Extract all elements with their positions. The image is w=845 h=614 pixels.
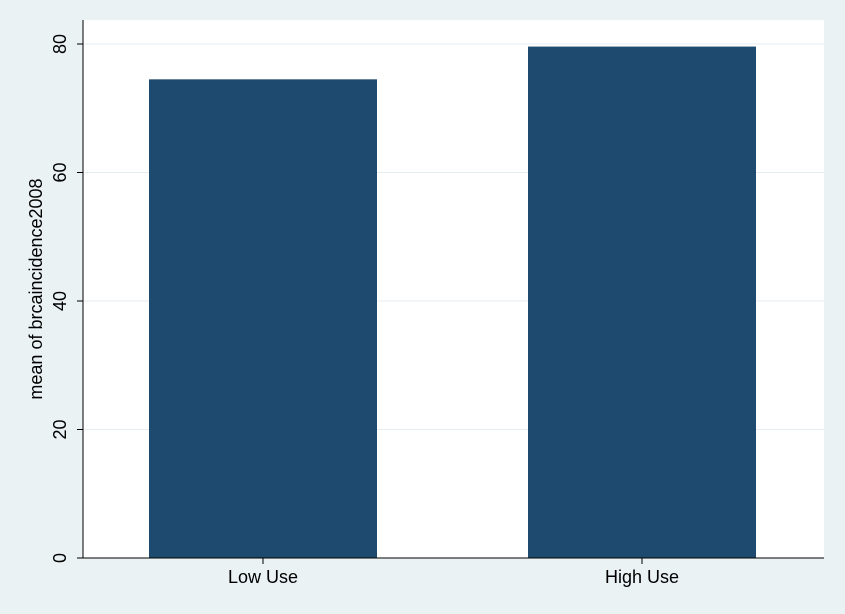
y-tick-label-80: 80 (50, 34, 70, 54)
tick-labels: 0 20 40 60 80 Low Use High Use (50, 34, 679, 587)
y-tick-label-60: 60 (50, 162, 70, 182)
axes (82, 20, 824, 559)
y-tick-label-0: 0 (50, 553, 70, 563)
bar-low-use (149, 79, 377, 559)
y-axis-label: mean of brcaincidence2008 (26, 178, 46, 399)
bar-high-use (528, 46, 756, 558)
bars (149, 46, 756, 559)
y-tick-label-20: 20 (50, 419, 70, 439)
x-tick-label-low-use: Low Use (228, 567, 298, 587)
y-tick-label-40: 40 (50, 291, 70, 311)
x-tick-label-high-use: High Use (605, 567, 679, 587)
